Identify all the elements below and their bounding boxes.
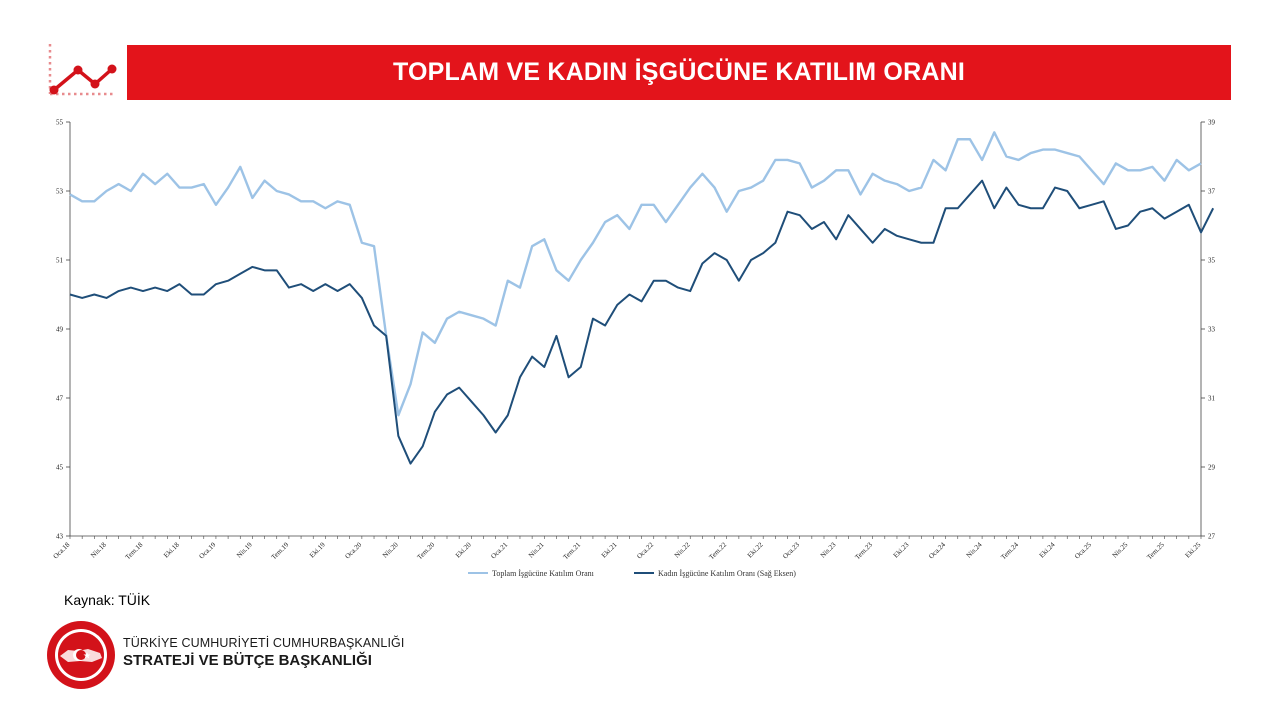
y-left-tick-label: 55 (56, 119, 64, 127)
chart-series (69, 131, 1215, 465)
sbb-seal-icon (46, 620, 116, 690)
x-tick-label: Tem.23 (853, 540, 874, 561)
chart-legend: Toplam İşgücüne Katılım Oranı Kadın İşgüc… (468, 569, 796, 578)
y-right-tick-label: 35 (1208, 257, 1216, 265)
y-left-tick-label: 45 (56, 464, 64, 472)
y-right-tick-label: 31 (1208, 395, 1216, 403)
x-tick-label: Oca.18 (52, 540, 72, 560)
x-tick-label: Eki.25 (1184, 540, 1203, 559)
x-tick-label: Eki.19 (308, 540, 327, 559)
line-chart: 43 45 47 49 51 53 55 27 29 31 33 35 37 39 Oca.18 Nis.18… (52, 119, 1216, 579)
x-tick-label: Tem.18 (124, 540, 145, 561)
x-tick-label: Eki.18 (162, 540, 181, 559)
x-tick-label: Eki.22 (746, 540, 765, 559)
y-left-tick-label: 43 (56, 533, 64, 541)
x-tick-label: Oca.20 (343, 540, 363, 560)
x-tick-label: Oca.22 (635, 540, 655, 560)
organization-name: TÜRKİYE CUMHURİYETİ CUMHURBAŞKANLIĞI STR… (123, 636, 404, 669)
org-name-line2: STRATEJİ VE BÜTÇE BAŞKANLIĞI (123, 652, 372, 669)
y-right-tick-label: 33 (1208, 326, 1216, 334)
x-tick-label: Nis.21 (527, 540, 546, 559)
x-tick-label: Tem.24 (999, 540, 1020, 561)
line-chart-icon (44, 42, 122, 102)
x-tick-label: Eki.20 (454, 540, 473, 559)
x-tick-label: Nis.20 (381, 540, 400, 559)
page-title: TOPLAM VE KADIN İŞGÜCÜNE KATILIM ORANI (127, 45, 1231, 100)
y-left-tick-label: 51 (56, 257, 64, 265)
x-tick-label: Nis.19 (235, 540, 254, 559)
x-tick-label: Eki.23 (892, 540, 911, 559)
y-left-tick-label: 47 (56, 395, 64, 403)
x-tick-label: Oca.24 (927, 540, 947, 560)
y-right-tick-label: 39 (1208, 119, 1216, 127)
y-right-tick-label: 27 (1208, 533, 1216, 541)
x-tick-label: Nis.24 (965, 540, 984, 559)
x-tick-label: Tem.19 (270, 540, 291, 561)
series-line-total (69, 131, 1202, 417)
x-tick-label: Oca.19 (198, 540, 218, 560)
y-left-tick-label: 53 (56, 188, 64, 196)
y-left-tick-label: 49 (56, 326, 64, 334)
x-tick-label: Oca.25 (1073, 540, 1093, 560)
x-tick-label: Nis.25 (1111, 540, 1130, 559)
series-line-women (69, 179, 1215, 465)
x-tick-label: Tem.25 (1145, 540, 1166, 561)
y-right-tick-label: 37 (1208, 188, 1216, 196)
x-tick-label: Nis.22 (673, 540, 692, 559)
y-right-tick-label: 29 (1208, 464, 1216, 472)
x-tick-label: Nis.18 (89, 540, 108, 559)
chart-axes: 43 45 47 49 51 53 55 27 29 31 33 35 37 39 Oca.18 Nis.18… (52, 119, 1216, 562)
x-tick-label: Tem.21 (562, 540, 583, 561)
x-tick-label: Nis.23 (819, 540, 838, 559)
x-tick-label: Oca.23 (781, 540, 801, 560)
x-tick-label: Tem.22 (708, 540, 729, 561)
legend-label: Toplam İşgücüne Katılım Oranı (492, 569, 595, 578)
legend-label: Kadın İşgücüne Katılım Oranı (Sağ Eksen) (658, 569, 796, 578)
x-tick-label: Eki.24 (1038, 540, 1057, 559)
org-name-line1: TÜRKİYE CUMHURİYETİ CUMHURBAŞKANLIĞI (123, 636, 405, 650)
x-tick-label: Tem.20 (416, 540, 437, 561)
source-note: Kaynak: TÜİK (64, 592, 151, 608)
x-tick-label: Oca.21 (489, 540, 509, 560)
x-tick-label: Eki.21 (600, 540, 619, 559)
